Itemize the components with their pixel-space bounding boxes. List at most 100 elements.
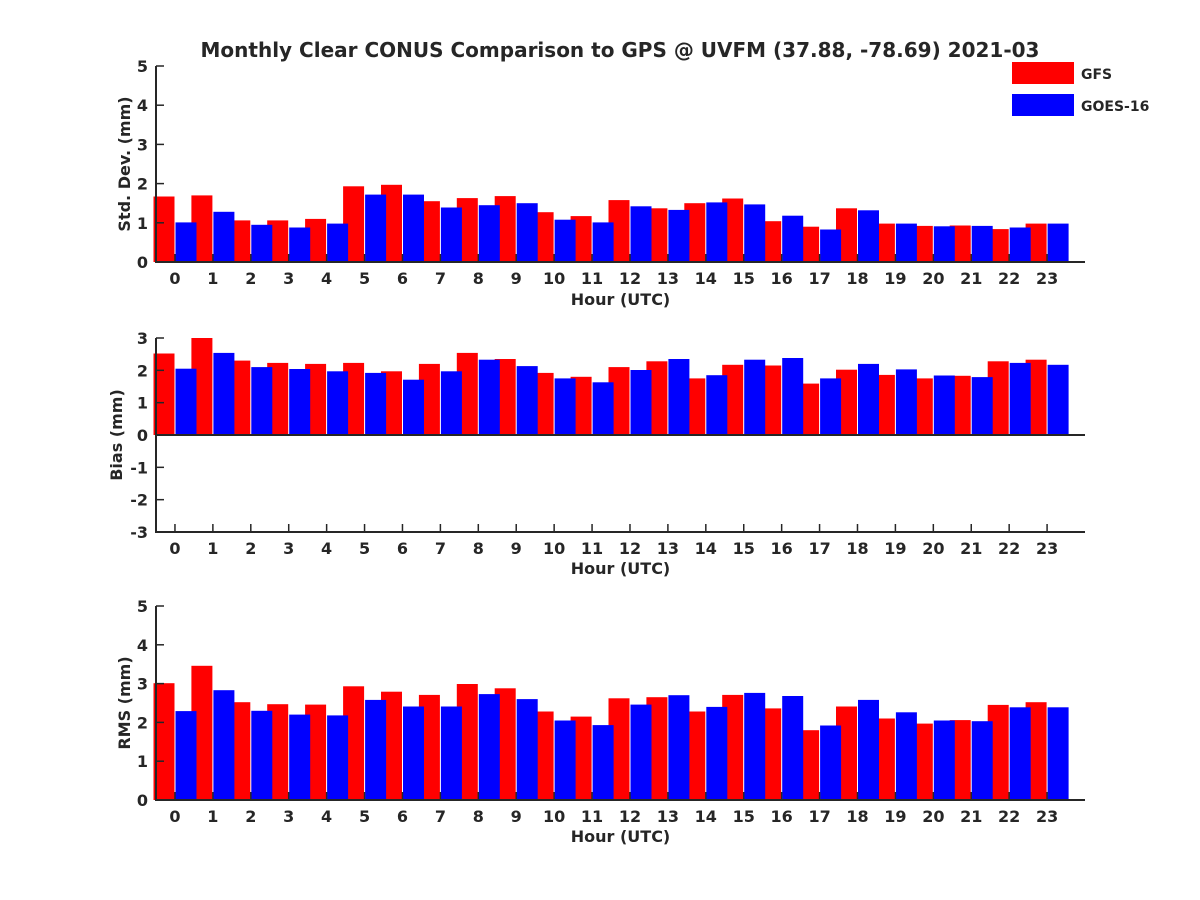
bar-goes-16-hour-16 (782, 215, 804, 262)
bar-goes-16-hour-19 (895, 223, 917, 262)
bar-goes-16-hour-1 (213, 690, 235, 800)
x-tick-label: 22 (998, 807, 1020, 826)
bar-gfs-hour-11 (570, 716, 592, 800)
x-tick-label: 12 (619, 269, 641, 288)
bar-gfs-hour-9 (494, 359, 516, 435)
x-tick-label: 19 (884, 269, 906, 288)
bar-goes-16-hour-2 (251, 710, 273, 800)
bar-goes-16-hour-12 (630, 370, 652, 435)
bar-goes-16-hour-23 (1047, 223, 1069, 262)
x-tick-label: 23 (1036, 807, 1058, 826)
x-tick-label: 15 (733, 269, 755, 288)
bar-goes-16-hour-21 (971, 721, 993, 800)
bar-gfs-hour-4 (305, 363, 327, 435)
x-tick-label: 7 (435, 807, 446, 826)
bar-gfs-hour-3 (267, 220, 289, 262)
bar-gfs-hour-22 (987, 361, 1009, 435)
bar-gfs-hour-8 (456, 352, 478, 435)
y-tick-label: 2 (137, 361, 148, 380)
bar-goes-16-hour-21 (971, 225, 993, 262)
x-tick-label: 21 (960, 807, 982, 826)
x-tick-label: 8 (473, 807, 484, 826)
x-tick-label: 4 (321, 539, 332, 558)
bar-gfs-hour-20 (911, 378, 933, 435)
bar-gfs-hour-5 (343, 362, 365, 435)
x-tick-label: 22 (998, 269, 1020, 288)
x-tick-label: 11 (581, 539, 603, 558)
chart-title: Monthly Clear CONUS Comparison to GPS @ … (201, 38, 1040, 62)
x-tick-label: 23 (1036, 539, 1058, 558)
bar-goes-16-hour-18 (858, 210, 879, 262)
bar-goes-16-hour-14 (706, 375, 728, 435)
bar-goes-16-hour-10 (554, 720, 576, 800)
bar-gfs-hour-16 (760, 221, 782, 262)
x-tick-label: 14 (695, 269, 717, 288)
bar-goes-16-hour-7 (440, 371, 462, 435)
x-tick-label: 21 (960, 539, 982, 558)
x-tick-label: 2 (245, 269, 256, 288)
legend: GFS GOES-16 (1012, 62, 1149, 116)
bar-goes-16-hour-5 (365, 372, 387, 435)
x-tick-label: 5 (359, 269, 370, 288)
x-axis-label: Hour (UTC) (571, 827, 671, 846)
bar-gfs-hour-20 (911, 225, 933, 262)
x-tick-label: 10 (543, 807, 565, 826)
x-tick-label: 2 (245, 807, 256, 826)
x-tick-label: 11 (581, 807, 603, 826)
y-tick-label: -3 (130, 523, 148, 542)
bar-goes-16-hour-3 (289, 714, 311, 800)
bar-gfs-hour-19 (873, 718, 895, 800)
bar-goes-16-hour-4 (327, 223, 349, 262)
bar-goes-16-hour-1 (213, 352, 235, 435)
y-axis-label: RMS (mm) (115, 656, 134, 749)
bar-goes-16-hour-22 (1009, 227, 1031, 262)
x-tick-label: 17 (808, 807, 830, 826)
bar-gfs-hour-23 (1025, 702, 1047, 800)
bar-gfs-hour-5 (343, 186, 365, 262)
bar-gfs-hour-3 (267, 704, 289, 800)
bar-gfs-hour-23 (1025, 359, 1047, 435)
bar-goes-16-hour-5 (365, 699, 387, 800)
x-tick-label: 5 (359, 539, 370, 558)
bar-gfs-hour-12 (608, 698, 630, 800)
bar-goes-16-hour-6 (403, 379, 424, 435)
bar-goes-16-hour-5 (365, 194, 387, 262)
bar-goes-16-hour-15 (744, 359, 766, 435)
y-tick-label: 1 (137, 394, 148, 413)
bar-gfs-hour-14 (684, 378, 706, 435)
x-tick-label: 16 (771, 269, 793, 288)
bar-goes-16-hour-11 (592, 725, 614, 800)
bar-gfs-hour-15 (722, 364, 744, 435)
bar-gfs-hour-9 (494, 196, 516, 262)
bar-goes-16-hour-20 (933, 720, 955, 800)
x-tick-label: 8 (473, 539, 484, 558)
x-tick-label: 2 (245, 539, 256, 558)
x-tick-label: 16 (771, 539, 793, 558)
bar-goes-16-hour-14 (706, 202, 728, 262)
legend-label-gfs: GFS (1081, 67, 1112, 83)
x-tick-label: 4 (321, 807, 332, 826)
x-tick-label: 8 (473, 269, 484, 288)
bar-goes-16-hour-18 (858, 699, 879, 800)
bar-goes-16-hour-15 (744, 204, 766, 262)
bar-goes-16-hour-16 (782, 358, 804, 435)
bar-goes-16-hour-13 (668, 209, 690, 262)
bar-gfs-hour-7 (418, 201, 440, 262)
bar-gfs-hour-0 (153, 196, 175, 262)
bar-gfs-hour-2 (229, 702, 251, 800)
bar-goes-16-hour-17 (820, 725, 842, 800)
bar-gfs-hour-13 (646, 361, 668, 435)
x-tick-label: 19 (884, 539, 906, 558)
bar-goes-16-hour-8 (478, 359, 500, 435)
y-tick-label: 2 (137, 713, 148, 732)
x-tick-label: 18 (846, 539, 868, 558)
x-tick-label: 21 (960, 269, 982, 288)
bar-gfs-hour-19 (873, 223, 895, 262)
bar-goes-16-hour-19 (895, 712, 917, 800)
bar-gfs-hour-2 (229, 360, 251, 435)
x-tick-label: 3 (283, 269, 294, 288)
bar-gfs-hour-18 (836, 369, 857, 435)
